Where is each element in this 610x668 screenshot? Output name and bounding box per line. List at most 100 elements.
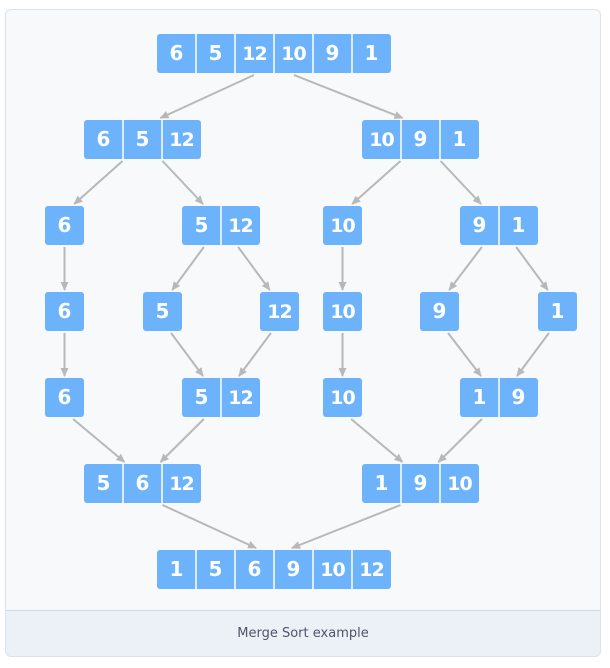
array-cell-value: 6: [170, 41, 184, 65]
array-cell-value: 5: [136, 127, 150, 151]
array-cell-value: 5: [97, 471, 111, 495]
array-box-background: [84, 464, 201, 503]
array-boxes-layer: 6 5 12 10 9 16 5 12 10 9 16 5 12 10 9 16 5 12 10 9 16 5 12 10 1 9…: [45, 34, 577, 589]
array-box-background: [45, 206, 84, 245]
array-box: 5 6 12: [84, 464, 201, 503]
arrow-n5-to-n9: [171, 246, 205, 291]
array-box: 9: [420, 292, 459, 331]
array-box-background: [45, 292, 84, 331]
arrow-n18-to-n20: [162, 504, 257, 549]
array-cell-value: 1: [473, 385, 487, 409]
array-cell-value: 1: [453, 127, 467, 151]
arrow-n9-to-n15: [170, 332, 204, 377]
diagram-frame: 6 5 12 10 9 1 6 5 12 10 9 1 6 5 12 10 9 1 6 5 12 10 9 1 6 5 12 10 1 9…: [5, 9, 601, 657]
array-cell-value: 6: [58, 299, 72, 323]
arrow-n15-to-n18: [159, 418, 205, 463]
array-box-background: [420, 292, 459, 331]
array-cell-value: 10: [320, 559, 345, 581]
array-box: 10: [323, 206, 362, 245]
array-box: 5 12: [182, 378, 260, 417]
array-cell-value: 12: [267, 301, 291, 323]
array-cell-value: 5: [209, 557, 223, 581]
array-cell-value: 5: [195, 213, 209, 237]
array-cell-value: 9: [326, 41, 340, 65]
array-cell-value: 10: [281, 43, 306, 65]
array-box: 1: [538, 292, 577, 331]
array-cell-value: 10: [330, 215, 355, 237]
array-cell-value: 6: [136, 471, 150, 495]
array-box-background: [323, 378, 362, 417]
arrow-n1-to-n2: [159, 74, 255, 119]
array-cell-value: 10: [369, 129, 394, 151]
arrow-n3-to-n7: [439, 160, 482, 205]
array-box: 6: [45, 378, 84, 417]
array-cell-value: 12: [228, 215, 252, 237]
arrows-layer: [60, 74, 550, 549]
array-cell-value: 9: [287, 557, 301, 581]
array-box: 1 5 6 9 10 12: [157, 550, 391, 589]
array-cell-value: 10: [330, 387, 355, 409]
array-box-background: [45, 378, 84, 417]
arrow-n1-to-n3: [293, 74, 404, 119]
array-box: 6 5 12: [84, 120, 201, 159]
array-box-background: [260, 292, 299, 331]
arrow-n2-to-n5: [161, 160, 204, 205]
array-cell-value: 12: [359, 559, 383, 581]
array-cell-value: 1: [512, 213, 526, 237]
array-cell-value: 6: [58, 213, 72, 237]
arrow-n3-to-n6: [351, 160, 402, 205]
array-box-background: [84, 120, 201, 159]
array-cell-value: 6: [58, 385, 72, 409]
array-box-background: [323, 206, 362, 245]
array-box-background: [538, 292, 577, 331]
figure-caption: Merge Sort example: [237, 626, 369, 641]
array-cell-value: 9: [414, 127, 428, 151]
arrow-n13-to-n17: [516, 332, 550, 377]
array-cell-value: 12: [169, 473, 193, 495]
array-cell-value: 12: [228, 387, 252, 409]
array-cell-value: 6: [97, 127, 111, 151]
array-box: 1 9 10: [362, 464, 479, 503]
array-box: 12: [260, 292, 299, 331]
array-box: 10 9 1: [362, 120, 479, 159]
array-cell-value: 6: [248, 557, 262, 581]
array-box-background: [143, 292, 182, 331]
arrow-n17-to-n19: [437, 418, 483, 463]
array-box: 10: [323, 378, 362, 417]
array-box-background: [362, 464, 479, 503]
array-cell-value: 5: [209, 41, 223, 65]
array-cell-value: 1: [375, 471, 389, 495]
array-cell-value: 12: [169, 129, 193, 151]
array-box: 6 5 12 10 9 1: [157, 34, 391, 73]
arrow-n10-to-n15: [238, 332, 272, 377]
array-box: 5 12: [182, 206, 260, 245]
array-cell-value: 5: [195, 385, 209, 409]
array-cell-value: 10: [330, 301, 355, 323]
array-cell-value: 9: [414, 471, 428, 495]
merge-sort-diagram: 6 5 12 10 9 16 5 12 10 9 16 5 12 10 9 16 5 12 10 9 16 5 12 10 1 9…: [45, 34, 577, 589]
arrow-n5-to-n10: [237, 246, 271, 291]
arrow-n19-to-n20: [291, 504, 401, 549]
array-box: 6: [45, 292, 84, 331]
array-cell-value: 9: [433, 299, 447, 323]
arrow-n7-to-n12: [448, 246, 483, 291]
array-cell-value: 9: [512, 385, 526, 409]
arrow-n2-to-n4: [73, 160, 124, 205]
array-box-background: [323, 292, 362, 331]
array-cell-value: 12: [242, 43, 266, 65]
array-cell-value: 10: [447, 473, 472, 495]
arrow-n16-to-n19: [350, 418, 404, 463]
arrow-n7-to-n13: [515, 246, 549, 291]
array-box: 5: [143, 292, 182, 331]
array-cell-value: 9: [473, 213, 487, 237]
array-box: 6: [45, 206, 84, 245]
array-cell-value: 5: [156, 299, 170, 323]
arrow-n14-to-n18: [72, 418, 126, 463]
array-cell-value: 1: [170, 557, 184, 581]
array-cell-value: 1: [551, 299, 565, 323]
arrow-n12-to-n17: [447, 332, 482, 377]
array-box-background: [362, 120, 479, 159]
array-cell-value: 1: [365, 41, 379, 65]
